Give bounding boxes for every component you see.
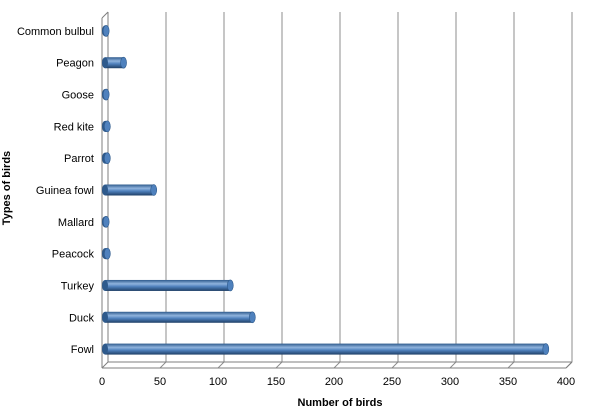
- bar-end-cap: [104, 152, 111, 164]
- wall-edge-bottom: [101, 361, 109, 369]
- gridline-floor: [333, 361, 341, 369]
- y-tick-label: Parrot: [64, 153, 94, 165]
- gridline-floor: [449, 361, 457, 369]
- bar-end-cap: [150, 184, 158, 196]
- x-tick-label: 50: [154, 376, 166, 388]
- bar-base-cap: [102, 311, 108, 323]
- bar-end-cap: [104, 120, 111, 133]
- bar-base-cap: [102, 279, 108, 291]
- bar-base-cap: [102, 343, 108, 355]
- bar-base-cap: [102, 57, 108, 69]
- bar-end-cap: [104, 247, 111, 260]
- bar: [102, 25, 110, 37]
- bar-end-cap: [102, 88, 110, 101]
- bar: [102, 56, 127, 69]
- bar: [102, 311, 256, 324]
- y-tick-label: Mallard: [58, 217, 94, 229]
- bar-body: [105, 343, 546, 355]
- y-tick-label: Duck: [69, 312, 95, 324]
- gridline-floor: [217, 361, 225, 369]
- floor-edge-right: [565, 361, 573, 369]
- x-tick-label: 0: [99, 376, 105, 388]
- x-tick-label: 200: [325, 376, 343, 388]
- x-tick-label: 350: [499, 376, 517, 388]
- y-tick-label: Peacock: [52, 249, 95, 261]
- bar-body: [105, 184, 154, 196]
- y-tick-label: Peagon: [56, 58, 94, 70]
- bar: [102, 120, 111, 133]
- bar: [102, 216, 110, 228]
- bar: [102, 247, 111, 260]
- bar: [102, 279, 234, 292]
- x-tick-label: 250: [383, 376, 401, 388]
- bar: [102, 152, 111, 164]
- wall-edge-top: [101, 11, 109, 19]
- y-tick-label: Guinea fowl: [36, 185, 94, 197]
- bar: [102, 88, 110, 101]
- gridlines: [159, 12, 573, 369]
- bar-end-cap: [102, 216, 110, 228]
- x-tick-label: 300: [441, 376, 459, 388]
- gridline-floor: [391, 361, 399, 369]
- bar-end-cap: [542, 343, 550, 355]
- bar: [102, 184, 158, 196]
- y-tick-label: Common bulbul: [17, 26, 94, 38]
- x-tick-label: 100: [209, 376, 227, 388]
- gridline-floor: [275, 361, 283, 369]
- bar: [102, 343, 550, 355]
- bar-body: [105, 57, 124, 69]
- gridline-floor: [507, 361, 515, 369]
- x-tick-label: 400: [557, 376, 575, 388]
- x-axis-title: Number of birds: [298, 397, 383, 409]
- x-tick-labels: 0 50 100 150 200 250 300 350 400: [99, 376, 575, 388]
- bar-body: [105, 311, 253, 323]
- bar-base-cap: [102, 184, 108, 196]
- gridline-floor: [159, 361, 167, 369]
- bar-end-cap: [249, 311, 256, 324]
- bar-end-cap: [120, 56, 127, 69]
- bar-end-cap: [102, 25, 110, 37]
- bar-end-cap: [226, 279, 234, 292]
- y-tick-label: Red kite: [54, 121, 94, 133]
- y-axis-title: Types of birds: [1, 151, 13, 225]
- bars: [102, 25, 550, 355]
- bar-body: [105, 279, 231, 291]
- y-tick-label: Goose: [62, 90, 94, 102]
- y-tick-label: Turkey: [61, 280, 95, 292]
- y-tick-labels: Fowl Duck Turkey Peacock Mallard Guinea fowl P…: [17, 26, 95, 356]
- y-tick-label: Fowl: [71, 344, 94, 356]
- x-tick-label: 150: [267, 376, 285, 388]
